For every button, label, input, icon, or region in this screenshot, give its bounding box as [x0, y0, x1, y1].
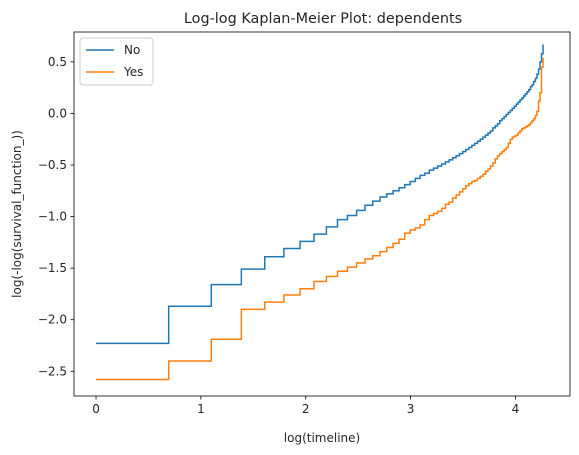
- plot-area-frame: [73, 31, 571, 397]
- y-tick-label: −1.0: [38, 210, 67, 224]
- plot-series-group: [96, 44, 544, 381]
- x-tick-label: 0: [92, 402, 100, 416]
- y-tick-label: −0.5: [38, 158, 67, 172]
- legend: No Yes: [79, 37, 154, 86]
- x-axis-ticks: 0 1 2 3 4: [92, 396, 519, 416]
- y-tick-label: −2.0: [38, 313, 67, 327]
- series-line-yes: [96, 57, 544, 381]
- y-axis-ticks: −2.5 −2.0 −1.5 −1.0 −0.5 0.0 0.5: [38, 55, 74, 378]
- x-axis-label: log(timeline): [284, 431, 360, 445]
- y-tick-label: 0.5: [48, 55, 67, 69]
- x-tick-label: 1: [197, 402, 205, 416]
- y-axis-label: log(-log(survival_function_)): [10, 130, 24, 298]
- legend-label-yes: Yes: [123, 65, 143, 79]
- y-tick-label: −1.5: [38, 261, 67, 275]
- series-line-no: [96, 44, 544, 345]
- x-tick-label: 2: [302, 402, 310, 416]
- legend-label-no: No: [124, 43, 140, 57]
- y-tick-label: −2.5: [38, 364, 67, 378]
- chart-title: Log-log Kaplan-Meier Plot: dependents: [184, 11, 462, 27]
- x-tick-label: 4: [512, 402, 520, 416]
- x-tick-label: 3: [407, 402, 415, 416]
- y-tick-label: 0.0: [48, 106, 67, 120]
